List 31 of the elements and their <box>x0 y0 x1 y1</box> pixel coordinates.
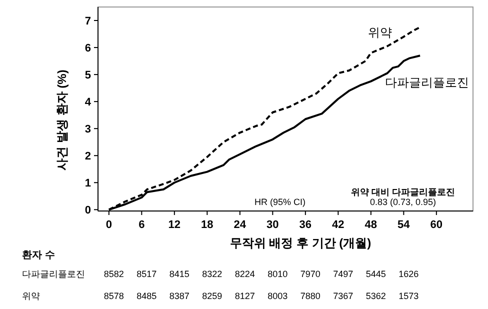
y-tick-label: 6 <box>84 42 91 55</box>
y-tick-label: 5 <box>84 70 91 82</box>
annotation: 0.83 (0.73, 0.95) <box>370 197 436 207</box>
x-tick-label: 60 <box>430 219 443 231</box>
y-axis-title: 사건 발생 환자 (%) <box>55 70 69 170</box>
x-tick-label: 6 <box>138 219 145 231</box>
x-tick-label: 42 <box>332 219 344 231</box>
y-tick-label: 7 <box>84 16 91 28</box>
series-label: 위약 <box>368 25 392 40</box>
x-tick-label: 24 <box>234 219 247 231</box>
x-tick-label: 48 <box>364 219 378 231</box>
x-tick-label: 36 <box>299 219 312 231</box>
x-axis-title: 무작위 배정 후 기간 (개월) <box>230 236 372 250</box>
x-tick-label: 18 <box>201 219 214 231</box>
text: 다파글리플로진 <box>22 269 85 279</box>
x-tick-label: 0 <box>106 219 112 231</box>
text: 8578 8485 8387 8259 8127 8003 7880 7367 5362 1573 <box>104 291 419 301</box>
x-tick-label: 12 <box>168 219 181 231</box>
y-tick-label: 3 <box>84 124 91 136</box>
annotation: 위약 대비 다파글리플로진 <box>350 187 456 197</box>
text: 환자 수 <box>22 250 55 261</box>
annotation: HR (95% CI) <box>254 197 306 207</box>
text: 위약 <box>22 291 40 301</box>
y-tick-label: 2 <box>84 150 91 163</box>
x-tick-label: 30 <box>266 219 279 231</box>
x-tick-label: 54 <box>398 219 411 231</box>
y-tick-label: 4 <box>84 96 92 109</box>
y-tick-label: 1 <box>84 178 91 190</box>
series-label: 다파글리플로진 <box>385 76 470 90</box>
text: 8582 8517 8415 8322 8224 8010 7970 7497 5445 1626 <box>104 269 419 279</box>
y-tick-label: 0 <box>84 204 91 217</box>
